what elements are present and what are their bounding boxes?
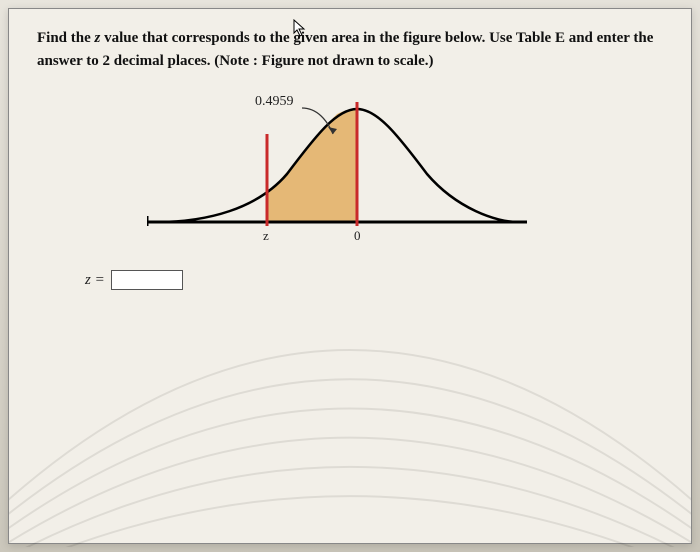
q-line2: answer to 2 decimal places. (Note : Figu… [37,53,433,69]
worksheet-page: Find the z value that corresponds to the… [8,8,692,544]
answer-input[interactable] [111,270,183,290]
q-line1-pre: Find the [37,30,95,46]
answer-label: z = [85,272,105,289]
answer-row: z = [85,270,663,290]
question-text: Find the z value that corresponds to the… [37,27,663,72]
normal-curve-figure: 0.4959 z 0 [147,94,527,264]
q-line1-post: value that corresponds to the given area… [100,30,653,46]
tick-label-z: z [263,228,269,244]
cursor-pointer-icon [293,19,307,37]
shaded-region [267,109,357,222]
curve-svg [147,94,527,254]
shaded-area-value: 0.4959 [255,94,294,110]
tick-label-zero: 0 [354,228,361,244]
